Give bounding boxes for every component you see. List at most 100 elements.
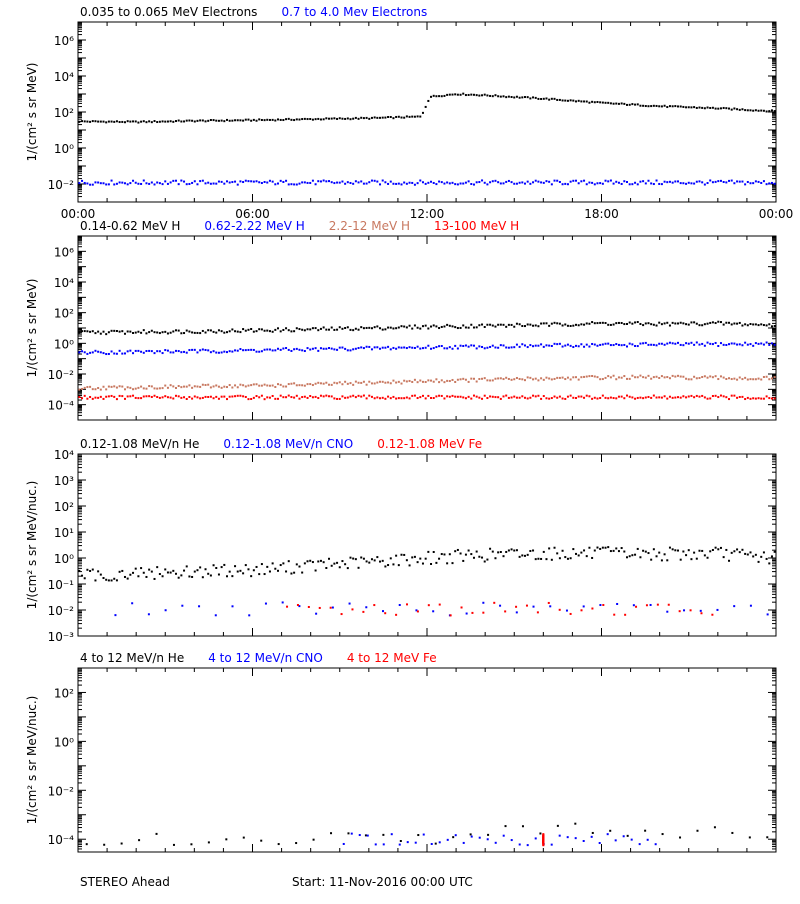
- data-point: [126, 350, 129, 353]
- data-point: [741, 344, 744, 347]
- data-point: [483, 394, 486, 397]
- data-point: [282, 396, 285, 399]
- data-point: [738, 551, 741, 554]
- data-point: [757, 180, 760, 183]
- data-point: [773, 110, 776, 113]
- data-point: [448, 380, 451, 383]
- data-point: [574, 376, 577, 379]
- data-point: [255, 383, 258, 386]
- data-point: [180, 332, 183, 335]
- data-point: [344, 380, 347, 383]
- data-point: [577, 378, 580, 381]
- data-point: [432, 324, 435, 327]
- data-point: [382, 610, 385, 613]
- data-point: [491, 180, 494, 183]
- data-point: [381, 116, 384, 119]
- data-point: [677, 549, 680, 552]
- data-point: [295, 327, 298, 330]
- data-point: [421, 325, 424, 328]
- data-point: [183, 396, 186, 399]
- data-point: [145, 395, 148, 398]
- data-point: [303, 562, 306, 565]
- data-point: [250, 575, 253, 578]
- data-point: [303, 350, 306, 353]
- x-tick-label: 00:00: [61, 207, 96, 221]
- data-point: [569, 378, 572, 381]
- data-point: [242, 395, 245, 398]
- data-point: [234, 330, 237, 333]
- data-point: [336, 382, 339, 385]
- data-point: [693, 375, 696, 378]
- data-point: [467, 345, 470, 348]
- data-point: [315, 612, 318, 615]
- data-point: [309, 118, 312, 121]
- data-point: [204, 331, 207, 334]
- data-point: [588, 395, 591, 398]
- data-point: [424, 397, 427, 400]
- data-point: [773, 324, 776, 327]
- data-point: [518, 323, 521, 326]
- data-point: [298, 328, 301, 331]
- data-point: [201, 383, 204, 386]
- data-point: [596, 182, 599, 185]
- data-point: [376, 116, 379, 119]
- data-point: [352, 329, 355, 332]
- data-point: [242, 328, 245, 331]
- data-point: [499, 344, 502, 347]
- data-point: [196, 385, 199, 388]
- data-point: [424, 381, 427, 384]
- data-point: [518, 345, 521, 348]
- data-point: [564, 323, 567, 326]
- data-point: [464, 94, 467, 97]
- data-point: [395, 115, 398, 118]
- data-point: [260, 328, 263, 331]
- data-point: [733, 342, 736, 345]
- data-point: [142, 395, 145, 398]
- data-point: [255, 330, 258, 333]
- data-point: [411, 181, 414, 184]
- data-point: [317, 381, 320, 384]
- data-point: [628, 103, 631, 106]
- data-point: [609, 396, 612, 399]
- data-point: [169, 384, 172, 387]
- data-point: [379, 347, 382, 350]
- data-point: [668, 324, 671, 327]
- data-point: [615, 180, 618, 183]
- data-point: [599, 378, 602, 381]
- data-point: [376, 381, 379, 384]
- data-point: [604, 322, 607, 325]
- data-point: [451, 325, 454, 328]
- data-point: [746, 180, 749, 183]
- data-point: [607, 101, 610, 104]
- data-point: [94, 579, 97, 582]
- data-point: [365, 345, 368, 348]
- data-point: [644, 829, 647, 832]
- data-point: [440, 345, 443, 348]
- data-point: [730, 342, 733, 345]
- data-point: [309, 348, 312, 351]
- data-point: [730, 551, 733, 554]
- data-point: [102, 120, 105, 123]
- data-point: [266, 565, 269, 568]
- data-point: [679, 836, 682, 839]
- data-point: [247, 328, 250, 331]
- data-point: [521, 343, 524, 346]
- data-point: [766, 613, 769, 616]
- data-point: [746, 324, 749, 327]
- data-point: [489, 94, 492, 97]
- data-point: [446, 379, 449, 382]
- data-point: [472, 183, 475, 186]
- data-point: [438, 394, 441, 397]
- data-point: [365, 560, 368, 563]
- data-point: [483, 93, 486, 96]
- data-point: [631, 183, 634, 186]
- data-point: [344, 563, 347, 566]
- data-point: [491, 395, 494, 398]
- data-point: [585, 343, 588, 346]
- data-point: [239, 180, 242, 183]
- data-point: [174, 572, 177, 575]
- data-point: [247, 568, 250, 571]
- data-point: [266, 348, 269, 351]
- data-point: [338, 397, 341, 400]
- data-point: [572, 179, 575, 182]
